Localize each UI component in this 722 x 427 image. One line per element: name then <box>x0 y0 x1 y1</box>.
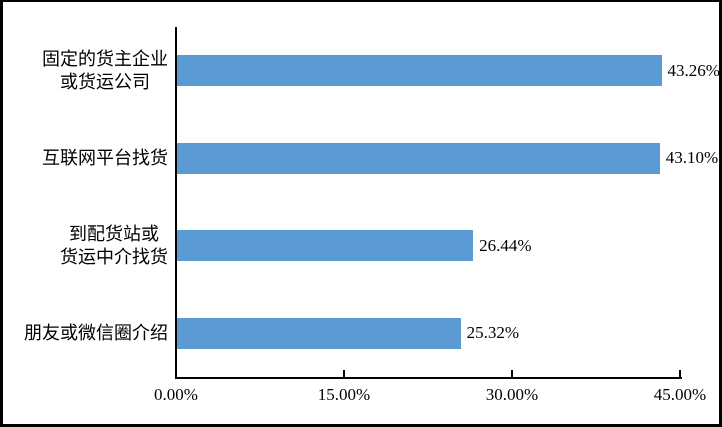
category-label: 朋友或微信圈介绍 <box>24 323 168 343</box>
category-row: 互联网平台找货 <box>6 115 168 203</box>
bar <box>177 55 662 87</box>
x-tick-label: 45.00% <box>653 385 707 404</box>
category-axis-labels: 固定的货主企业 或货运公司互联网平台找货到配货站或 货运中介找货朋友或微信圈介绍 <box>6 27 168 377</box>
bar-row: 25.32% <box>177 290 681 378</box>
bar <box>177 142 660 174</box>
category-row: 固定的货主企业 或货运公司 <box>6 27 168 115</box>
bar-value-label: 26.44% <box>479 235 532 255</box>
plot-area: 43.26% 43.10% 26.44% 25.32% <box>177 27 719 378</box>
category-row: 到配货站或 货运中介找货 <box>6 202 168 290</box>
category-row: 朋友或微信圈介绍 <box>6 290 168 378</box>
bar-value-label: 43.10% <box>665 148 719 168</box>
category-label: 到配货站或 货运中介找货 <box>60 224 168 267</box>
bar <box>177 317 461 349</box>
y-axis-line <box>175 27 177 379</box>
x-tick-label: 0.00% <box>154 385 198 404</box>
bar-value-label: 25.32% <box>466 323 519 343</box>
bar-row: 43.10% <box>177 115 718 203</box>
bar-value-label: 43.26% <box>667 60 720 80</box>
bar-row: 43.26% <box>177 27 719 115</box>
category-label: 固定的货主企业 或货运公司 <box>42 49 168 92</box>
bar-row: 26.44% <box>177 202 681 290</box>
x-tick-label: 30.00% <box>485 385 539 404</box>
x-tick-label: 15.00% <box>317 385 371 404</box>
x-axis-tick-labels: 0.00% 15.00% 30.00% 45.00% <box>154 385 706 411</box>
category-label: 互联网平台找货 <box>42 148 168 168</box>
x-axis-line <box>175 377 682 379</box>
bar <box>177 230 474 262</box>
